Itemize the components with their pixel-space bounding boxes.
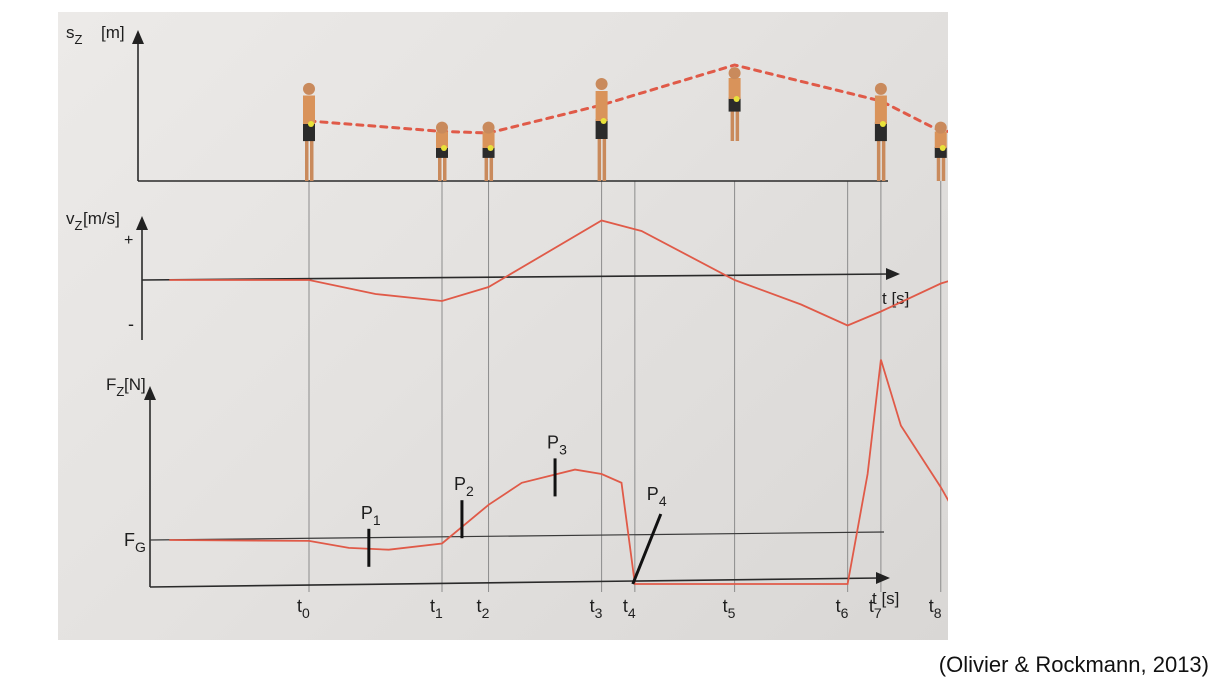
time-label-t2: t2 (477, 596, 490, 621)
chart-photo: sZ [m] vZ [m/s] + - t [s] FZ [N] FG t [s] t0 t1 t2 t3 t… (58, 12, 948, 640)
jump-chart: sZ [m] vZ [m/s]+ - t [s] FZ [N] FG t [s] t0 t1 t2 t3 t… (66, 23, 948, 621)
position-y-unit: [m] (101, 23, 125, 42)
jumper-figure-2 (482, 121, 495, 181)
time-label-t7: t7 (869, 596, 882, 621)
jumper-figure-0 (303, 82, 315, 181)
jumper-figure-4 (728, 67, 741, 141)
force-x-label: t [s] (872, 589, 899, 608)
force-x-axis (149, 577, 881, 588)
force-x-arrowhead (876, 572, 890, 584)
velocity-y-unit: [m/s] (83, 209, 120, 228)
marker-p1-label: P1 (361, 503, 381, 528)
velocity-y-arrowhead (136, 216, 148, 230)
jumper-figure-1 (436, 121, 448, 181)
time-label-t4: t4 (623, 596, 636, 621)
force-curve (169, 359, 948, 585)
jumper-figure-3 (595, 78, 608, 181)
time-label-t1: t1 (430, 596, 443, 621)
force-y-unit: [N] (124, 375, 146, 394)
marker-p2-label: P2 (454, 474, 474, 499)
jumper-figure-5 (874, 82, 887, 181)
marker-p4-line (631, 513, 663, 585)
position-curve (307, 63, 948, 135)
force-reference-line (149, 531, 885, 541)
velocity-x-arrowhead (886, 268, 900, 280)
source-citation: (Olivier & Rockmann, 2013) (938, 652, 1209, 677)
marker-p4-label: P4 (647, 484, 667, 509)
marker-p3-label: P3 (547, 432, 567, 457)
time-label-t3: t3 (590, 596, 603, 621)
velocity-x-axis (141, 273, 891, 281)
body-weight-label: FG (124, 530, 146, 555)
velocity-plus-tick: + (124, 232, 133, 249)
velocity-y-label: vZ (66, 209, 83, 233)
velocity-minus-tick: - (128, 314, 134, 334)
force-y-label: FZ (106, 375, 124, 399)
time-label-t8: t8 (929, 596, 942, 621)
time-label-t6: t6 (836, 596, 849, 621)
time-label-t0: t0 (297, 596, 310, 621)
force-y-arrowhead (144, 386, 156, 400)
position-y-label: sZ (66, 23, 83, 47)
velocity-x-label: t [s] (882, 289, 909, 308)
position-y-arrowhead (132, 30, 144, 44)
time-label-t5: t5 (723, 596, 736, 621)
jumper-figure-6 (934, 121, 947, 181)
velocity-curve (169, 219, 948, 327)
